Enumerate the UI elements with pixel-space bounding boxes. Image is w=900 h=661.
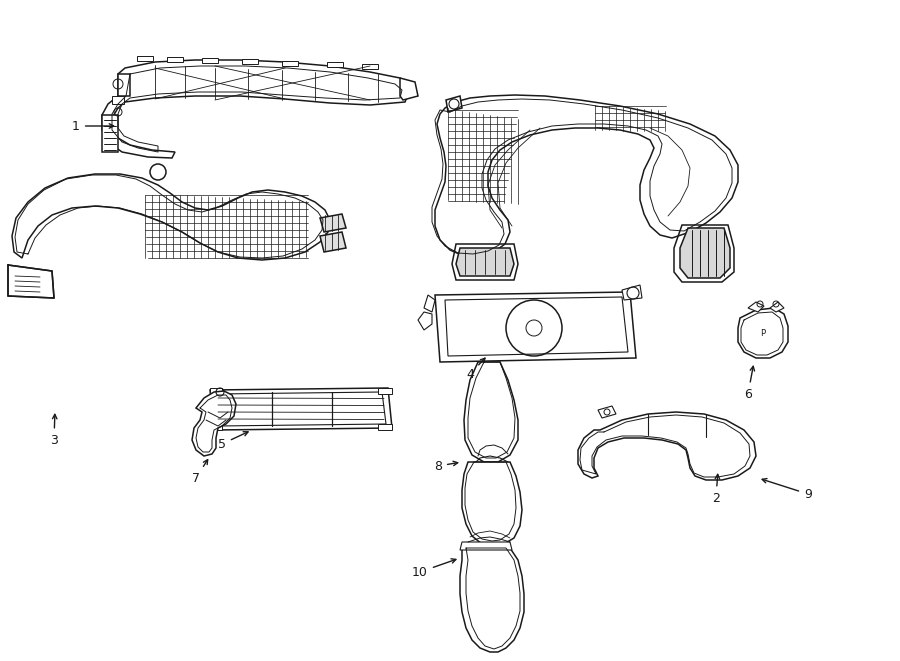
Text: 6: 6: [744, 366, 754, 401]
Polygon shape: [202, 58, 218, 63]
Polygon shape: [167, 57, 183, 61]
Polygon shape: [400, 78, 418, 100]
Polygon shape: [435, 95, 738, 256]
Text: 8: 8: [434, 459, 458, 473]
Polygon shape: [210, 388, 222, 394]
Polygon shape: [680, 228, 730, 278]
Polygon shape: [464, 362, 518, 462]
Polygon shape: [112, 96, 124, 104]
Polygon shape: [446, 96, 462, 112]
Polygon shape: [242, 59, 258, 64]
Polygon shape: [738, 308, 788, 358]
Polygon shape: [320, 214, 346, 232]
Polygon shape: [210, 424, 222, 430]
Polygon shape: [8, 265, 54, 298]
Polygon shape: [578, 412, 756, 480]
Polygon shape: [462, 462, 522, 546]
Polygon shape: [102, 115, 118, 152]
Polygon shape: [748, 302, 764, 312]
Polygon shape: [192, 391, 236, 456]
Polygon shape: [282, 61, 298, 66]
Polygon shape: [320, 232, 346, 252]
Polygon shape: [378, 424, 392, 430]
Text: 10: 10: [412, 559, 456, 578]
Polygon shape: [418, 312, 432, 330]
Text: 4: 4: [466, 358, 485, 381]
Text: 3: 3: [50, 414, 58, 446]
Polygon shape: [622, 285, 642, 300]
Polygon shape: [210, 388, 392, 430]
Text: 9: 9: [762, 479, 812, 500]
Polygon shape: [102, 60, 410, 158]
Polygon shape: [12, 272, 44, 292]
Polygon shape: [770, 302, 784, 312]
Polygon shape: [118, 74, 130, 96]
Polygon shape: [460, 548, 524, 652]
Text: 2: 2: [712, 475, 720, 504]
Polygon shape: [460, 542, 512, 550]
Polygon shape: [137, 56, 153, 61]
Polygon shape: [435, 292, 636, 362]
Text: 5: 5: [218, 432, 248, 451]
Polygon shape: [12, 174, 330, 260]
Polygon shape: [362, 63, 378, 69]
Polygon shape: [378, 388, 392, 394]
Polygon shape: [327, 62, 343, 67]
Text: P: P: [760, 329, 766, 338]
Polygon shape: [598, 406, 616, 418]
Polygon shape: [424, 295, 435, 312]
Polygon shape: [456, 248, 514, 276]
Text: 1: 1: [72, 120, 113, 132]
Text: 7: 7: [192, 459, 208, 485]
